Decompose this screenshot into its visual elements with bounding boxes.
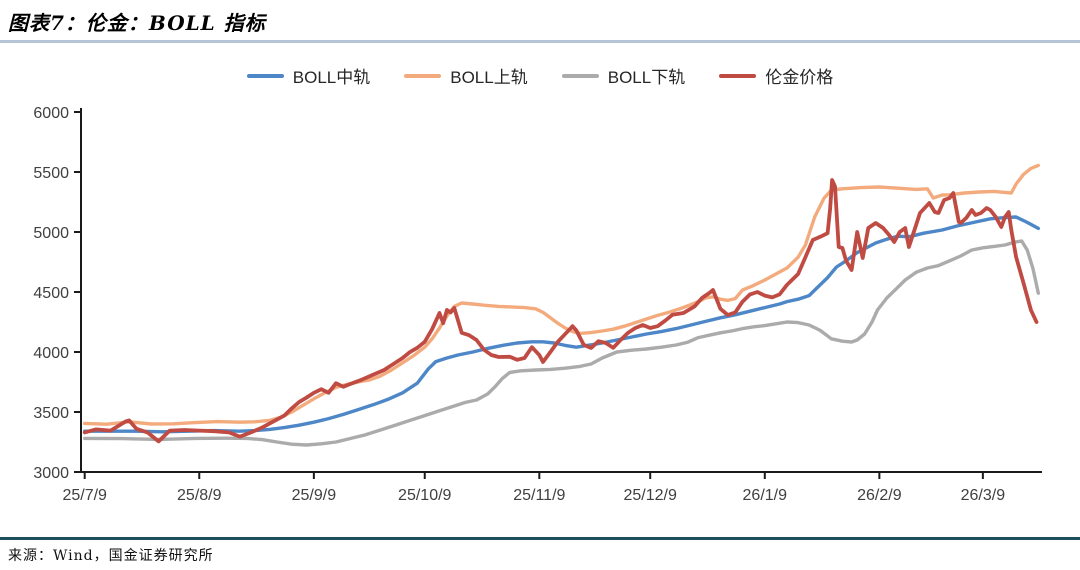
svg-text:3000: 3000 bbox=[33, 465, 69, 482]
svg-text:5000: 5000 bbox=[33, 225, 69, 242]
svg-text:25/7/9: 25/7/9 bbox=[62, 487, 107, 504]
svg-text:5500: 5500 bbox=[33, 165, 69, 182]
svg-text:6000: 6000 bbox=[33, 105, 69, 122]
svg-text:25/12/9: 25/12/9 bbox=[624, 487, 677, 504]
legend-swatch-boll-lower bbox=[561, 73, 599, 78]
legend-item-boll-mid: BOLL中轨 bbox=[246, 63, 371, 88]
legend-swatch-gold-price bbox=[719, 73, 757, 78]
svg-text:25/10/9: 25/10/9 bbox=[398, 487, 451, 504]
svg-text:3500: 3500 bbox=[33, 405, 69, 422]
svg-text:26/1/9: 26/1/9 bbox=[743, 487, 788, 504]
footer-divider bbox=[0, 537, 1080, 540]
legend-item-boll-upper: BOLL上轨 bbox=[404, 63, 528, 88]
chart-legend: BOLL中轨 BOLL上轨 BOLL下轨 伦金价格 bbox=[0, 63, 1080, 88]
legend-label-boll-upper: BOLL上轨 bbox=[450, 68, 528, 87]
title-divider bbox=[0, 40, 1080, 43]
source-note: 来源：Wind，国金证券研究所 bbox=[8, 548, 214, 564]
chart-tick-labels: 3000 3500 4000 4500 5000 5500 6000 25/7/9 25/8/9… bbox=[33, 105, 1005, 504]
legend-label-boll-lower: BOLL下轨 bbox=[607, 68, 686, 87]
svg-text:25/11/9: 25/11/9 bbox=[513, 487, 565, 504]
svg-text:4000: 4000 bbox=[33, 345, 69, 362]
legend-label-gold-price: 伦金价格 bbox=[765, 68, 834, 87]
page-title: 图表7：伦金：BOLL 指标 bbox=[8, 11, 266, 35]
legend-item-gold-price: 伦金价格 bbox=[719, 63, 833, 88]
legend-item-boll-lower: BOLL下轨 bbox=[561, 63, 686, 88]
legend-swatch-boll-mid bbox=[246, 73, 284, 78]
chart-series bbox=[82, 163, 1041, 447]
legend-swatch-boll-upper bbox=[404, 73, 442, 78]
svg-text:25/8/9: 25/8/9 bbox=[177, 487, 222, 504]
legend-label-boll-mid: BOLL中轨 bbox=[292, 68, 371, 87]
svg-text:4500: 4500 bbox=[33, 285, 69, 302]
svg-text:26/3/9: 26/3/9 bbox=[961, 487, 1006, 504]
svg-text:26/2/9: 26/2/9 bbox=[857, 487, 902, 504]
svg-text:25/9/9: 25/9/9 bbox=[292, 487, 337, 504]
chart-axes bbox=[74, 108, 1042, 479]
